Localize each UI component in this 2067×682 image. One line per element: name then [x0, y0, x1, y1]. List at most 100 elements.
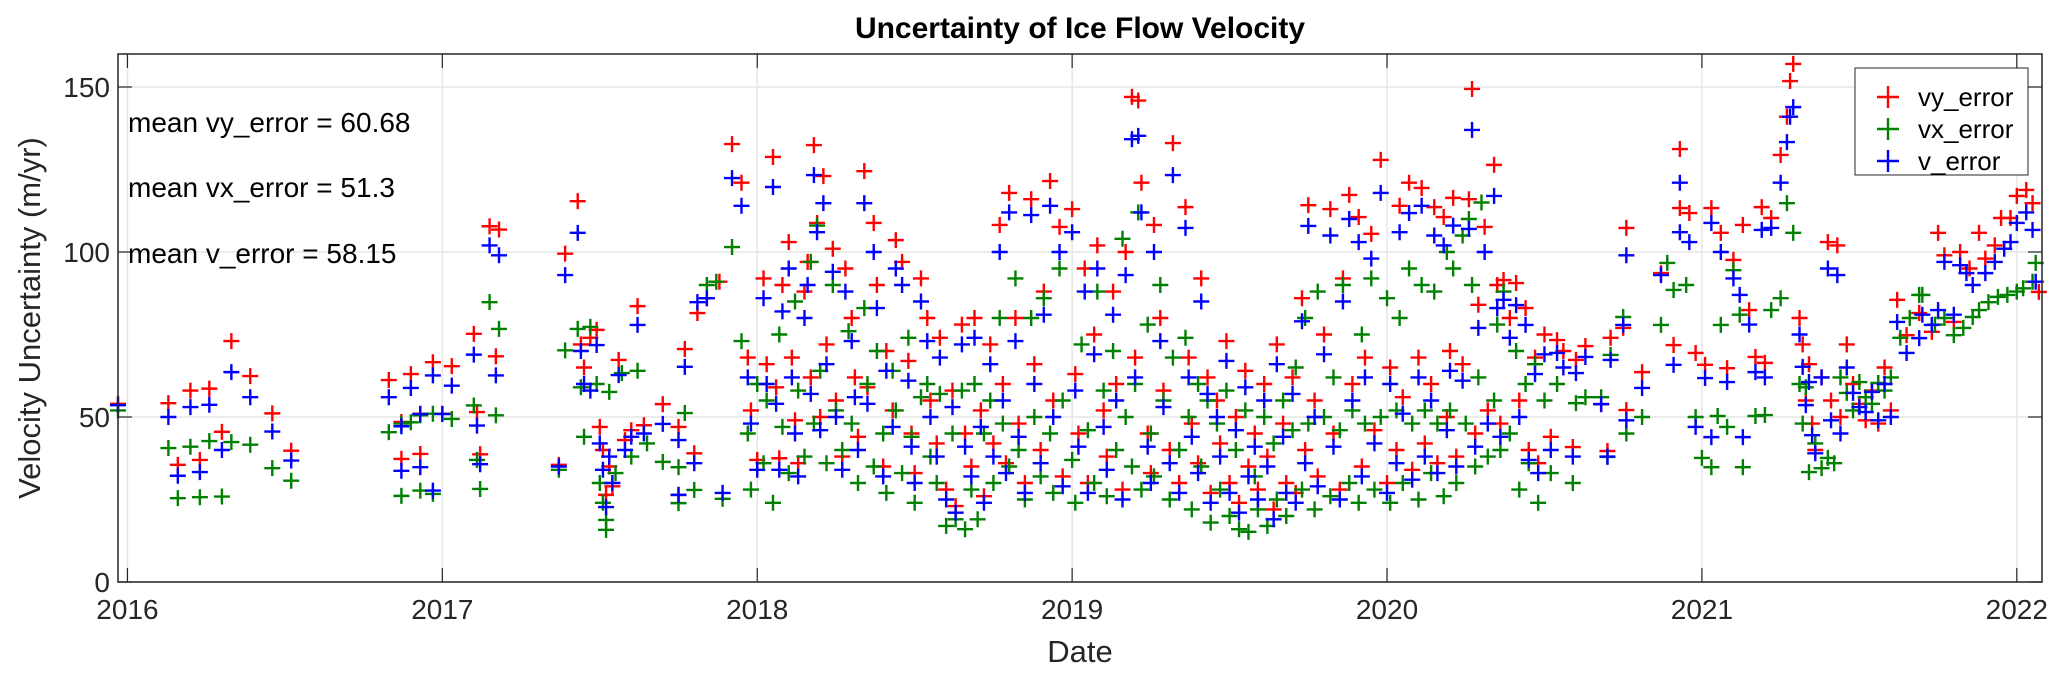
data-point-vx-error [1171, 442, 1188, 458]
data-point-vy-error [991, 216, 1008, 233]
data-point-vx-error [569, 320, 586, 337]
data-point-vy-error [569, 193, 586, 210]
data-point-vy-error [1382, 359, 1399, 376]
data-point-v-error [1794, 358, 1811, 375]
data-point-vy-error [1785, 55, 1802, 72]
data-point-v-error [1697, 370, 1714, 387]
data-point-vy-error [487, 348, 504, 365]
data-point-vx-error [887, 402, 904, 419]
data-point-v-error [837, 283, 854, 300]
data-point-v-error [1460, 220, 1477, 237]
data-point-v-error [1171, 484, 1188, 501]
data-point-v-error [2008, 214, 2025, 231]
data-point-v-error [1479, 415, 1496, 432]
data-point-v-error [742, 415, 759, 432]
data-point-vy-error [1146, 216, 1162, 233]
data-point-v-error [676, 358, 693, 375]
data-point-v-error [601, 448, 618, 465]
data-point-vx-error [393, 487, 410, 504]
data-point-vy-error [557, 245, 574, 262]
data-point-vx-error [1064, 451, 1081, 468]
data-point-vx-error [708, 273, 725, 290]
data-point-vx-error [1980, 294, 1997, 311]
data-point-v-error [1823, 412, 1840, 429]
data-point-vx-error [780, 465, 797, 482]
data-point-v-error [393, 418, 410, 435]
data-point-v-error [1180, 369, 1197, 386]
data-point-v-error [424, 367, 441, 384]
data-point-vx-error [1042, 425, 1059, 442]
data-point-vy-error [1486, 156, 1503, 173]
data-point-v-error [1300, 217, 1317, 234]
data-point-v-error [714, 484, 731, 501]
data-point-v-error [1958, 265, 1975, 282]
data-point-v-error [1889, 313, 1906, 330]
data-point-v-error [809, 224, 826, 241]
x-tick-label: 2020 [1356, 594, 1418, 625]
data-point-vx-error [1800, 464, 1817, 481]
data-point-vx-error [491, 320, 508, 337]
data-point-v-error [975, 494, 992, 511]
data-point-vx-error [1142, 425, 1159, 442]
data-point-v-error [1268, 356, 1285, 373]
data-point-v-error [1429, 465, 1446, 482]
data-point-v-error [903, 438, 920, 455]
data-point-v-error [2024, 221, 2041, 238]
data-point-vy-error [443, 358, 460, 375]
data-point-v-error [834, 461, 851, 478]
data-point-v-error [947, 504, 964, 521]
data-point-v-error [1652, 267, 1669, 284]
data-point-vx-error [764, 494, 781, 511]
data-point-v-error [1331, 491, 1348, 508]
data-point-v-error [1703, 214, 1720, 231]
data-point-v-error [1470, 319, 1487, 336]
data-point-v-error [1391, 224, 1408, 241]
data-point-v-error [1454, 372, 1471, 389]
data-point-vx-error [1123, 458, 1140, 475]
data-point-vx-error [931, 385, 948, 402]
data-point-v-error [1379, 484, 1396, 501]
data-point-v-error [487, 367, 504, 384]
data-point-vy-error [2024, 195, 2041, 212]
data-point-vx-error [380, 424, 397, 441]
data-point-vy-error [972, 402, 989, 419]
data-point-v-error [1712, 244, 1729, 260]
data-point-v-error [1341, 211, 1358, 227]
data-point-v-error [1152, 333, 1169, 350]
data-point-v-error [1035, 306, 1052, 323]
data-point-vy-error [1741, 302, 1758, 319]
data-point-vy-error [1756, 354, 1773, 371]
data-point-v-error [1202, 494, 1219, 511]
data-point-v-error [698, 290, 715, 307]
data-point-vy-error [724, 136, 741, 153]
data-point-v-error [1259, 458, 1276, 475]
x-tick-label: 2017 [411, 594, 473, 625]
data-point-v-error [598, 499, 615, 516]
data-point-vx-error [1763, 302, 1780, 319]
data-point-vx-error [1470, 369, 1487, 386]
data-point-v-error [1501, 329, 1518, 346]
data-point-v-error [1615, 316, 1632, 333]
data-point-vy-error [465, 325, 482, 342]
data-point-vx-error [283, 472, 300, 489]
data-point-vx-error [576, 428, 593, 445]
data-point-v-error [802, 385, 819, 402]
data-point-vx-error [1703, 459, 1720, 476]
data-point-vx-error [1193, 458, 1210, 475]
data-point-vx-error [654, 453, 671, 470]
annotation-mean-vy: mean vy_error = 60.68 [128, 107, 411, 138]
data-point-v-error [1763, 219, 1780, 236]
data-point-v-error [815, 195, 832, 212]
data-point-v-error [1237, 379, 1254, 396]
data-point-v-error [919, 333, 936, 350]
data-point-vx-error [629, 362, 646, 379]
data-point-vx-error [1665, 281, 1682, 298]
data-point-vy-error [1344, 376, 1361, 392]
data-point-vx-error [771, 326, 788, 343]
data-point-v-error [865, 244, 882, 260]
data-point-v-error [1127, 369, 1144, 386]
data-point-v-error [755, 290, 772, 307]
data-point-v-error [884, 418, 901, 435]
data-point-v-error [1404, 471, 1421, 488]
